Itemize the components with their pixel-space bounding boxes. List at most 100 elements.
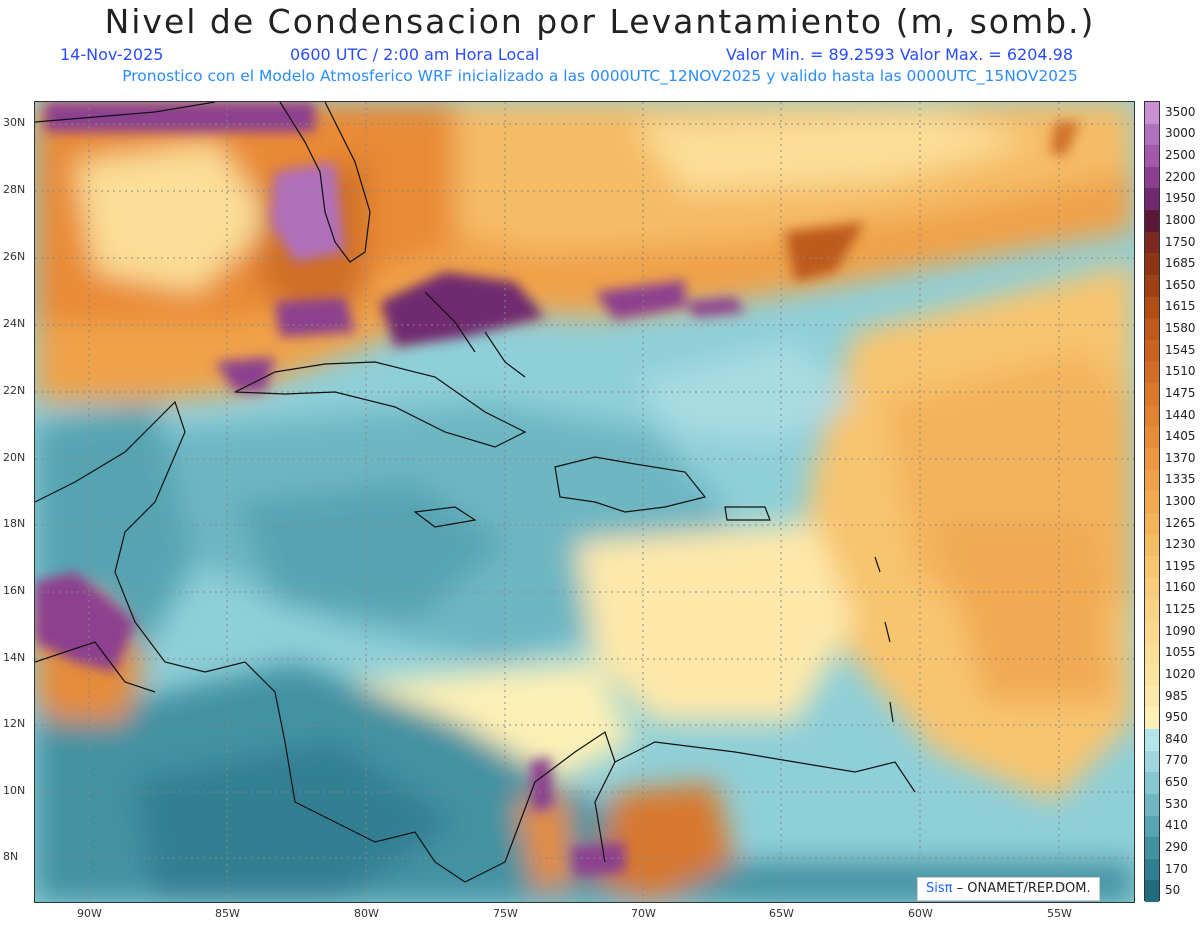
colorbar-label: 1125 — [1165, 602, 1196, 617]
lon-label: 65W — [769, 907, 794, 920]
colorbar-segment — [1145, 447, 1159, 471]
map-panel — [34, 101, 1135, 903]
forecast-date: 14-Nov-2025 — [60, 45, 164, 64]
credit-box: Sisπ – ONAMET/REP.DOM. — [917, 877, 1100, 901]
colorbar-segment — [1145, 123, 1159, 146]
colorbar-segment — [1145, 318, 1159, 341]
forecast-info: Pronostico con el Modelo Atmosferico WRF… — [122, 67, 1078, 85]
colorbar-segment — [1145, 599, 1159, 622]
colorbar-segment — [1145, 556, 1159, 579]
colorbar-label: 1300 — [1165, 494, 1196, 508]
credit-org: – ONAMET/REP.DOM. — [952, 881, 1091, 896]
colorbar-segment — [1145, 664, 1159, 687]
lat-label: 16N — [3, 584, 26, 597]
colorbar-segment — [1145, 772, 1159, 795]
colorbar — [1144, 101, 1160, 903]
lat-label: 14N — [3, 651, 26, 664]
colorbar-label: 1160 — [1165, 580, 1196, 595]
map-title: Nivel de Condensacion por Levantamiento … — [104, 2, 1096, 41]
colorbar-segment — [1145, 231, 1159, 254]
colorbar-segment — [1145, 296, 1159, 319]
colorbar-segment — [1145, 858, 1159, 881]
colorbar-segment — [1145, 339, 1159, 362]
colorbar-segment — [1145, 642, 1159, 665]
colorbar-segment — [1145, 404, 1159, 427]
condensation-level-map — [35, 102, 1134, 902]
lon-label: 60W — [908, 907, 933, 920]
colorbar-segment — [1145, 469, 1159, 492]
lon-label: 75W — [493, 907, 518, 920]
colorbar-label: 170 — [1165, 861, 1188, 876]
colorbar-label: 1335 — [1165, 472, 1196, 487]
coastlines — [35, 102, 916, 883]
lon-label: 85W — [215, 907, 240, 920]
colorbar-label: 1230 — [1165, 537, 1196, 552]
colorbar-label: 1195 — [1165, 558, 1196, 573]
colorbar-segment — [1145, 880, 1159, 903]
colorbar-label: 1055 — [1165, 645, 1196, 660]
colorbar-segment — [1145, 837, 1159, 860]
colorbar-label: 3000 — [1165, 126, 1196, 141]
sispi-logo-text: Sisπ — [926, 881, 953, 896]
colorbar-segment — [1145, 793, 1159, 816]
colorbar-segment — [1145, 491, 1159, 514]
colorbar-segment — [1145, 815, 1159, 838]
colorbar-label: 1650 — [1165, 277, 1196, 292]
purple-cells — [35, 102, 1080, 877]
colorbar-segment — [1145, 534, 1159, 557]
lon-label: 80W — [354, 907, 379, 920]
colorbar-label: 770 — [1165, 753, 1188, 768]
colorbar-label: 1020 — [1165, 666, 1196, 681]
colorbar-segment — [1145, 707, 1159, 730]
colorbar-label: 1510 — [1165, 364, 1196, 379]
colorbar-label: 1580 — [1165, 321, 1196, 336]
colorbar-segment — [1145, 577, 1159, 600]
lon-label: 70W — [631, 907, 656, 920]
colorbar-label: 2500 — [1165, 148, 1196, 163]
colorbar-segment — [1145, 210, 1159, 233]
colorbar-label: 1950 — [1165, 191, 1196, 206]
lat-label: 30N — [3, 116, 26, 129]
colorbar-label: 1405 — [1165, 429, 1196, 444]
colorbar-label: 1800 — [1165, 212, 1196, 227]
lat-label: 8N — [3, 850, 19, 863]
colorbar-segment — [1145, 512, 1159, 535]
lon-label: 55W — [1047, 907, 1072, 920]
colorbar-segment — [1145, 426, 1159, 449]
colorbar-segment — [1145, 620, 1159, 644]
colorbar-label: 1370 — [1165, 450, 1196, 465]
colorbar-segment — [1145, 253, 1159, 276]
colorbar-segment — [1145, 274, 1159, 298]
graticule — [35, 102, 1134, 902]
colorbar-label: 410 — [1165, 818, 1188, 833]
lat-label: 28N — [3, 183, 26, 196]
lat-label: 18N — [3, 517, 26, 530]
colorbar-segment — [1145, 685, 1159, 708]
colorbar-label: 530 — [1165, 796, 1188, 811]
colorbar-segment — [1145, 145, 1159, 168]
colorbar-segment — [1145, 102, 1159, 125]
colorbar-label: 1685 — [1165, 256, 1196, 271]
lat-label: 22N — [3, 384, 26, 397]
colorbar-label: 1090 — [1165, 623, 1196, 638]
colorbar-segment — [1145, 361, 1159, 384]
colorbar-label: 1265 — [1165, 515, 1196, 530]
colorbar-label: 3500 — [1165, 104, 1196, 119]
colorbar-segment — [1145, 729, 1159, 752]
lat-label: 20N — [3, 451, 26, 464]
colorbar-segment — [1145, 188, 1159, 211]
lat-label: 24N — [3, 317, 26, 330]
colorbar-label: 290 — [1165, 839, 1188, 854]
colorbar-label: 1440 — [1165, 407, 1196, 422]
colorbar-label: 50 — [1165, 883, 1181, 898]
lat-label: 12N — [3, 717, 26, 730]
colorbar-segment — [1145, 166, 1159, 189]
colorbar-label: 650 — [1165, 775, 1188, 790]
lat-label: 10N — [3, 784, 26, 797]
colorbar-label: 1545 — [1165, 342, 1196, 357]
lat-label: 26N — [3, 250, 26, 263]
value-min-max: Valor Min. = 89.2593 Valor Max. = 6204.9… — [726, 45, 1074, 64]
colorbar-label: 2200 — [1165, 169, 1196, 184]
lon-label: 90W — [77, 907, 102, 920]
colorbar-label: 950 — [1165, 710, 1188, 725]
